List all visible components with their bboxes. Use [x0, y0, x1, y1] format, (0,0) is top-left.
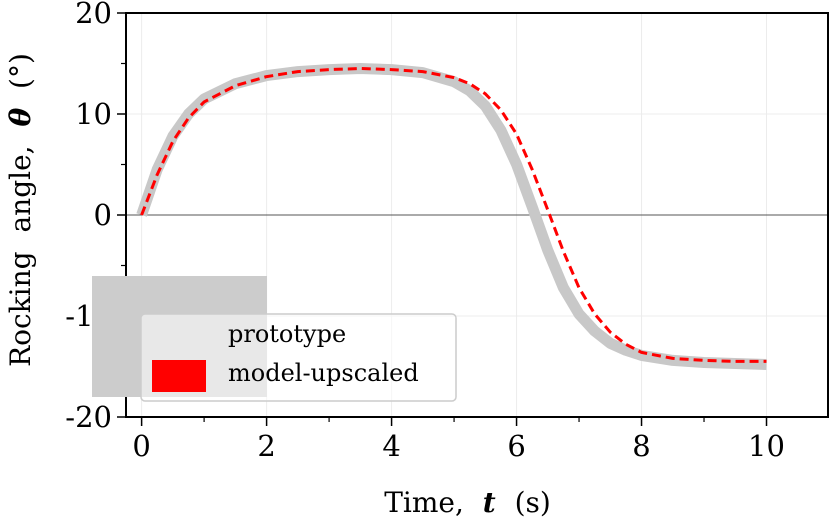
x-axis-label-unit: (s): [515, 486, 551, 519]
y-tick-label-2: 0: [94, 198, 112, 232]
x-axis-label-word: Time,: [384, 486, 464, 519]
x-axis-label-symbol: t: [483, 486, 496, 519]
y-axis-label-word-2: angle,: [4, 145, 37, 232]
x-tick-label-0: 0: [132, 429, 150, 463]
series-line-prototype: [136, 63, 767, 370]
x-tick-label-2: 4: [382, 429, 400, 463]
x-tick-label-3: 6: [507, 429, 525, 463]
x-tick-label-4: 8: [632, 429, 650, 463]
legend-label-model-upscaled: model-upscaled: [228, 359, 419, 387]
y-tick-label-4: 20: [75, 0, 112, 30]
series-lines: [136, 63, 767, 370]
legend-box: [140, 313, 457, 402]
y-axis-label: Rocking angle, θ (°): [4, 53, 37, 367]
legend-swatch-model-upscaled: [152, 360, 206, 392]
y-axis-label-unit: (°): [4, 53, 37, 89]
legend-label-prototype: prototype: [228, 320, 346, 348]
y-axis-label-word-1: Rocking: [4, 251, 37, 367]
x-tick-label-1: 2: [257, 429, 275, 463]
x-axis-label: Time, t (s): [384, 486, 551, 519]
x-tick-label-5: 10: [748, 429, 785, 463]
legend: prototype model-upscaled: [92, 276, 457, 402]
series-line-model-upscaled: [140, 67, 767, 363]
y-tick-label-3: 10: [75, 97, 112, 131]
y-tick-label-0: -20: [65, 400, 112, 434]
y-axis-label-symbol: θ: [4, 108, 37, 127]
